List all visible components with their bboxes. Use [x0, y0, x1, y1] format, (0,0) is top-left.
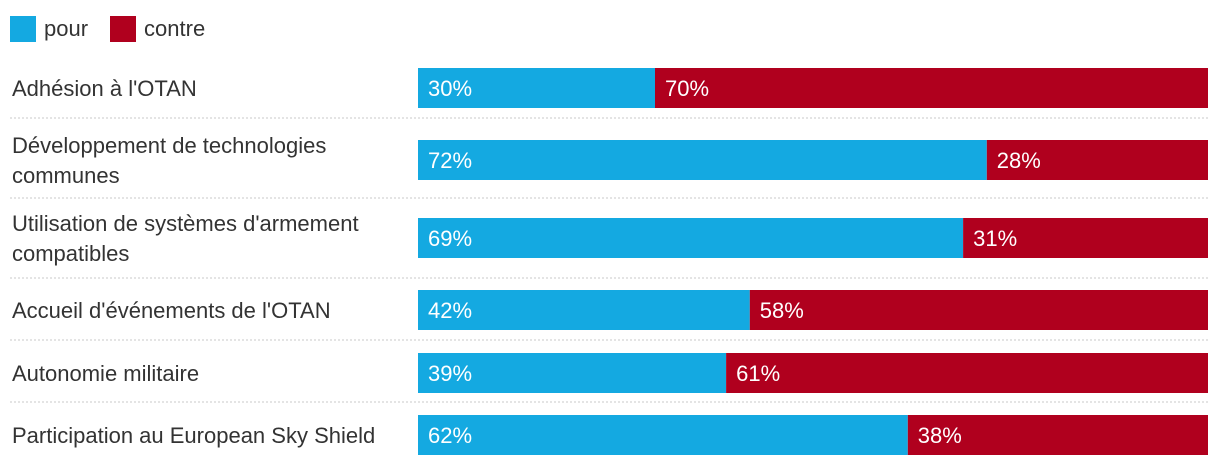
bar-contre — [655, 68, 1208, 108]
data-label-contre: 31% — [973, 226, 1017, 251]
data-label-pour: 72% — [428, 148, 472, 173]
bar-pour — [418, 290, 750, 330]
data-label-contre: 28% — [997, 148, 1041, 173]
data-label-pour: 62% — [428, 423, 472, 448]
legend-label-contre: contre — [144, 16, 206, 41]
data-label-pour: 39% — [428, 361, 472, 386]
bar-contre — [963, 218, 1208, 258]
bar-contre — [986, 140, 1208, 180]
data-label-contre: 61% — [736, 361, 780, 386]
legend-label-pour: pour — [44, 16, 89, 41]
data-label-contre: 38% — [918, 423, 962, 448]
legend-item-contre: contre — [110, 16, 205, 42]
data-label-pour: 69% — [428, 226, 472, 251]
legend: pour contre — [10, 14, 227, 44]
bar-pour — [418, 415, 908, 455]
data-label-contre: 58% — [760, 298, 804, 323]
legend-item-pour: pour — [10, 16, 88, 42]
bar-contre — [907, 415, 1208, 455]
data-label-pour: 42% — [428, 298, 472, 323]
category-label: Développement de technologies communes — [12, 133, 326, 188]
category-label: Accueil d'événements de l'OTAN — [12, 298, 331, 323]
legend-swatch-contre — [110, 16, 137, 42]
bar-pour — [418, 218, 964, 258]
bar-contre — [749, 290, 1208, 330]
bar-pour — [418, 353, 727, 393]
bar-pour — [418, 140, 987, 180]
category-label: Participation au European Sky Shield — [12, 423, 375, 448]
bar-pour — [418, 68, 655, 108]
legend-swatch-pour — [10, 16, 36, 42]
data-label-contre: 70% — [665, 76, 709, 101]
category-label: Autonomie militaire — [12, 361, 199, 386]
bar-contre — [726, 353, 1208, 393]
data-label-pour: 30% — [428, 76, 472, 101]
category-label: Utilisation de systèmes d'armement compat… — [12, 211, 359, 266]
category-label: Adhésion à l'OTAN — [12, 76, 197, 101]
